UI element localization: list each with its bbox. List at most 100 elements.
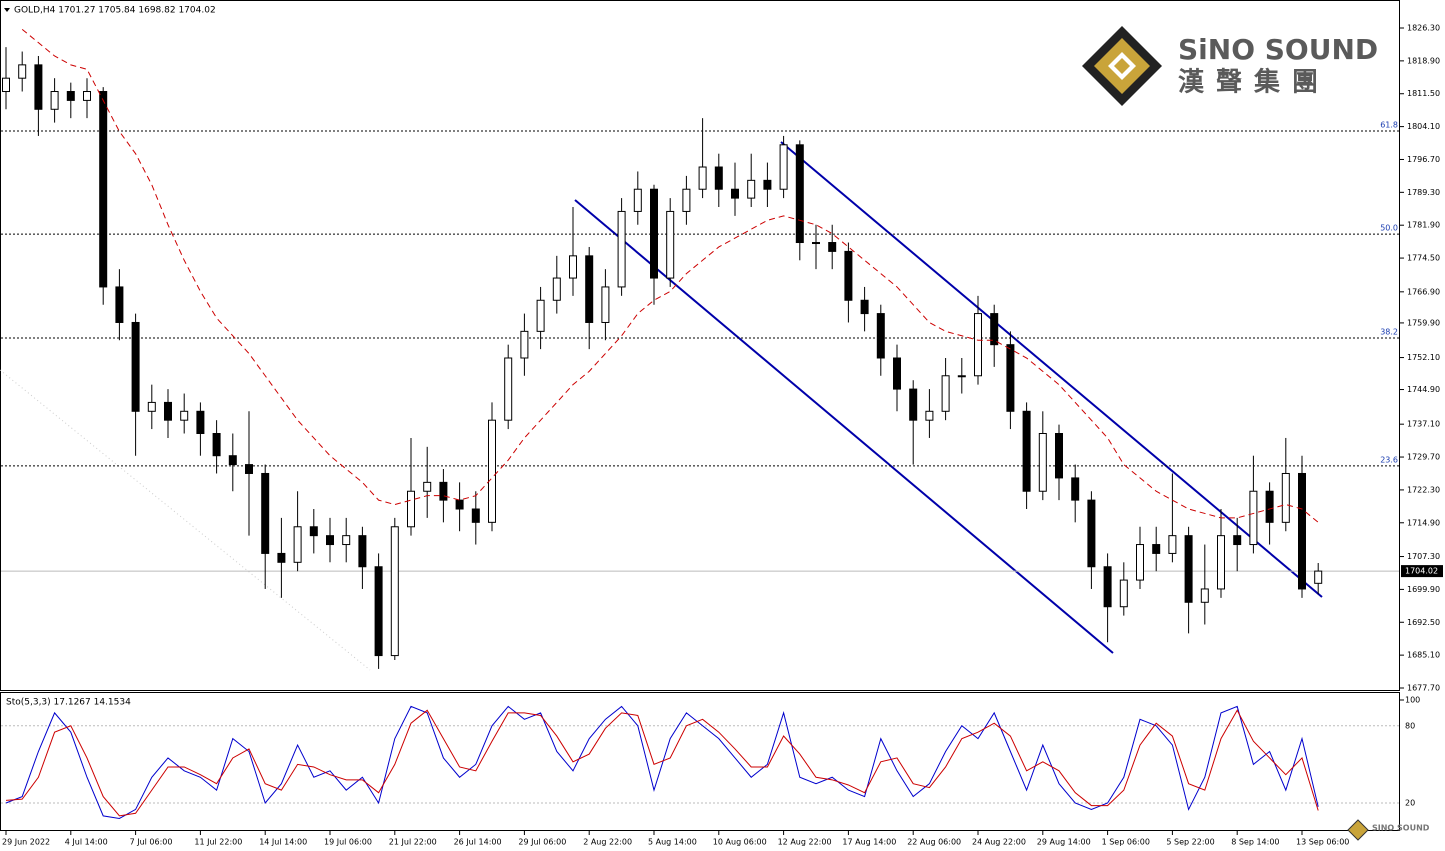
- brand-name: SiNO SOUND: [1178, 33, 1378, 66]
- candle-body: [2, 77, 10, 93]
- candle-body: [779, 144, 788, 190]
- level-label: 50.0: [1380, 224, 1398, 233]
- brand-name-cn: 漢聲集團: [1178, 67, 1330, 98]
- candle-body: [812, 242, 820, 245]
- candle-body: [50, 91, 59, 110]
- candle-body: [1184, 535, 1193, 603]
- candle-body: [1136, 544, 1144, 581]
- candle-body: [974, 313, 982, 377]
- candle-body: [1217, 535, 1225, 590]
- level-label: 38.2: [1380, 328, 1398, 337]
- candle-body: [212, 433, 221, 457]
- y-tick-label: 1759.90: [1407, 318, 1440, 327]
- candle-body: [714, 166, 723, 190]
- candle-body: [115, 286, 124, 323]
- channel-line: [574, 199, 1114, 654]
- y-tick-label: 1781.90: [1407, 221, 1440, 230]
- candle-body: [633, 188, 642, 212]
- x-tick-label: 13 Sep 06:00: [1296, 838, 1349, 847]
- candle-body: [374, 566, 383, 657]
- candle-body: [455, 499, 464, 510]
- candle-body: [407, 490, 415, 528]
- candle-body: [1103, 566, 1112, 608]
- y-tick-label: 1722.30: [1407, 485, 1440, 494]
- chart-title: GOLD,H4 1701.27 1705.84 1698.82 1704.02: [14, 6, 216, 16]
- candle-body: [1022, 410, 1031, 492]
- y-tick-label: 1737.10: [1407, 420, 1440, 429]
- candle-body: [860, 299, 869, 315]
- x-tick-label: 4 Jul 14:00: [65, 838, 108, 847]
- last-price-box: [1401, 565, 1443, 578]
- candle-body: [245, 464, 253, 474]
- candle-body: [585, 255, 594, 323]
- y-tick-label: 1752.10: [1407, 353, 1440, 362]
- x-tick-label: 11 Jul 22:00: [194, 838, 242, 847]
- candle-body: [164, 401, 172, 421]
- channel-line: [780, 141, 1323, 598]
- x-tick-label: 21 Jul 22:00: [389, 838, 437, 847]
- candle-body: [1055, 433, 1063, 479]
- x-tick-label: 8 Sep 14:00: [1231, 838, 1279, 847]
- candle-body: [876, 313, 885, 359]
- candle-body: [828, 242, 837, 252]
- logo-diamond-dot: [1114, 58, 1130, 74]
- last-price-label: 1704.02: [1405, 567, 1438, 576]
- candle-body: [131, 321, 140, 412]
- x-tick-label: 5 Sep 22:00: [1166, 838, 1214, 847]
- y-tick-label: 1818.90: [1407, 56, 1440, 65]
- candle-body: [763, 179, 772, 190]
- x-tick-label: 5 Aug 14:00: [648, 838, 697, 847]
- footer-brand: SINO SOUND: [1372, 824, 1430, 833]
- indicator-tick-label: 20: [1405, 799, 1415, 808]
- y-tick-label: 1692.50: [1407, 618, 1440, 627]
- candle-body: [99, 91, 108, 288]
- candle-body: [390, 526, 399, 657]
- y-tick-label: 1826.30: [1407, 24, 1440, 33]
- candle-body: [682, 188, 691, 212]
- y-tick-label: 1677.70: [1407, 684, 1440, 693]
- candle-body: [552, 277, 561, 301]
- candle-body: [66, 91, 75, 101]
- candle-body: [536, 299, 545, 332]
- candle-body: [439, 481, 448, 501]
- y-tick-label: 1729.70: [1407, 453, 1440, 462]
- candle-body: [698, 166, 707, 190]
- candle-body: [1233, 535, 1242, 546]
- x-tick-label: 17 Aug 14:00: [842, 838, 896, 847]
- candle-body: [1038, 433, 1047, 492]
- indicator-panel: [0, 692, 1400, 831]
- x-tick-label: 22 Aug 06:00: [907, 838, 961, 847]
- x-tick-label: 29 Aug 14:00: [1037, 838, 1091, 847]
- x-tick-label: 12 Aug 22:00: [778, 838, 832, 847]
- candle-body: [147, 401, 156, 412]
- stochastic-line: [5, 709, 1319, 817]
- x-tick-label: 26 Jul 14:00: [454, 838, 502, 847]
- x-tick-label: 19 Jul 06:00: [324, 838, 372, 847]
- moving-average: [21, 28, 1319, 523]
- price-panel: [0, 0, 1400, 691]
- x-tick-label: 2 Aug 22:00: [583, 838, 632, 847]
- candle-body: [326, 535, 334, 546]
- x-tick-label: 7 Jul 06:00: [130, 838, 173, 847]
- footer-logo: [1347, 819, 1369, 841]
- y-tick-label: 1744.90: [1407, 385, 1440, 394]
- candle-body: [83, 91, 91, 101]
- candle-body: [731, 188, 739, 199]
- x-tick-label: 29 Jul 06:00: [518, 838, 566, 847]
- candle-body: [1200, 588, 1209, 603]
- candle-body: [471, 508, 480, 523]
- candle-body: [666, 210, 675, 279]
- level-label: 61.8: [1380, 121, 1398, 130]
- y-tick-label: 1796.70: [1407, 155, 1440, 164]
- candle-body: [1006, 344, 1015, 412]
- y-tick-label: 1699.90: [1407, 585, 1440, 594]
- candle-body: [909, 388, 918, 421]
- candle-body: [342, 535, 351, 546]
- x-tick-label: 29 Jun 2022: [2, 838, 50, 847]
- candle-body: [1119, 579, 1128, 608]
- candle-body: [1152, 544, 1161, 554]
- x-tick-label: 10 Aug 06:00: [713, 838, 767, 847]
- y-tick-label: 1789.30: [1407, 188, 1440, 197]
- y-tick-label: 1685.10: [1407, 651, 1440, 660]
